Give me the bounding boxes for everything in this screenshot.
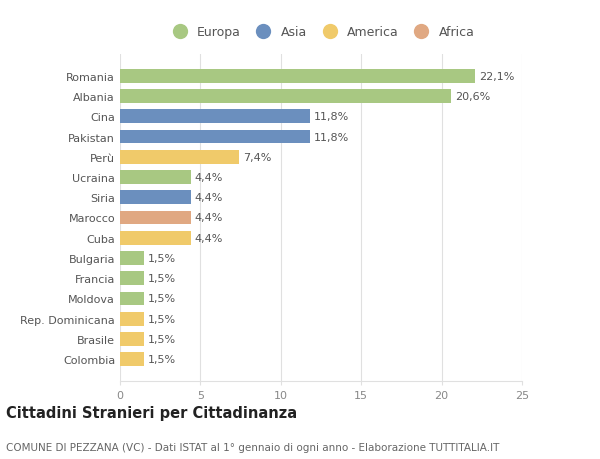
Bar [120, 353, 144, 366]
Bar [120, 151, 239, 164]
Bar [120, 272, 144, 285]
Text: 1,5%: 1,5% [148, 294, 176, 304]
Bar [120, 211, 191, 225]
Bar [120, 110, 310, 124]
Text: 11,8%: 11,8% [314, 132, 349, 142]
Text: 4,4%: 4,4% [195, 213, 223, 223]
Text: Cittadini Stranieri per Cittadinanza: Cittadini Stranieri per Cittadinanza [6, 405, 297, 420]
Bar [120, 171, 191, 185]
Bar [120, 312, 144, 326]
Legend: Europa, Asia, America, Africa: Europa, Asia, America, Africa [163, 22, 479, 43]
Text: COMUNE DI PEZZANA (VC) - Dati ISTAT al 1° gennaio di ogni anno - Elaborazione TU: COMUNE DI PEZZANA (VC) - Dati ISTAT al 1… [6, 442, 499, 452]
Bar [120, 130, 310, 144]
Text: 4,4%: 4,4% [195, 173, 223, 183]
Bar [120, 332, 144, 346]
Text: 1,5%: 1,5% [148, 314, 176, 324]
Text: 1,5%: 1,5% [148, 253, 176, 263]
Bar [120, 70, 475, 84]
Text: 1,5%: 1,5% [148, 274, 176, 284]
Text: 7,4%: 7,4% [243, 152, 271, 162]
Bar [120, 252, 144, 265]
Text: 4,4%: 4,4% [195, 233, 223, 243]
Text: 1,5%: 1,5% [148, 354, 176, 364]
Text: 20,6%: 20,6% [455, 92, 491, 102]
Bar [120, 231, 191, 245]
Bar [120, 90, 451, 104]
Text: 11,8%: 11,8% [314, 112, 349, 122]
Bar [120, 191, 191, 205]
Bar [120, 292, 144, 306]
Text: 22,1%: 22,1% [479, 72, 515, 82]
Text: 1,5%: 1,5% [148, 334, 176, 344]
Text: 4,4%: 4,4% [195, 193, 223, 203]
